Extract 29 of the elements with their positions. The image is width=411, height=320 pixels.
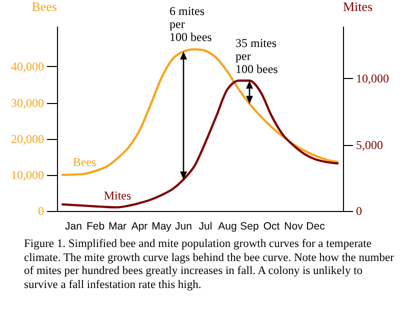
x-tick-label: Sep <box>240 220 259 232</box>
x-tick-label: Dec <box>306 220 325 232</box>
series-label: Mites <box>104 188 132 202</box>
x-tick-label: Mar <box>108 220 128 232</box>
y2-axis-title: Mites <box>343 0 373 14</box>
y2-tick-label: 0 <box>356 204 362 218</box>
x-tick-label: Apr <box>131 220 148 232</box>
x-tick-label: Jun <box>175 220 192 232</box>
x-tick-label: Oct <box>263 220 280 232</box>
line-series <box>61 48 339 176</box>
caption: Figure 1. Simplified bee and mite population growth curves for a temperate climate. The mite growth curve lags behind the bee curve. Note how the number of mites per hundred bees greatly increases in fall. A colony is unlikely to survive a fall infestation rate this high. <box>24 238 395 292</box>
annotation: 35 mites per 100 bees <box>236 36 278 76</box>
x-tick-label: Jul <box>198 220 212 232</box>
y-tick-label: 10,000 <box>11 168 44 182</box>
x-tick-label: Nov <box>284 220 304 232</box>
annotation: 6 mites per 100 bees <box>170 4 212 44</box>
y2-tick-label: 10,000 <box>356 72 389 86</box>
y-tick-label: 0 <box>38 204 44 218</box>
y2-tick-label: 5,000 <box>356 138 383 152</box>
line-series <box>61 80 339 208</box>
y-tick-label: 20,000 <box>11 132 44 146</box>
y-tick-label: 30,000 <box>11 96 44 110</box>
x-tick-label: Jan <box>65 220 82 232</box>
series-label: Bees <box>72 154 96 169</box>
y-axis-title: Bees <box>32 0 57 14</box>
x-tick-label: May <box>152 220 172 232</box>
y-tick-label: 40,000 <box>11 60 44 74</box>
x-tick-label: Aug <box>218 220 237 232</box>
x-tick-label: Feb <box>86 220 105 232</box>
